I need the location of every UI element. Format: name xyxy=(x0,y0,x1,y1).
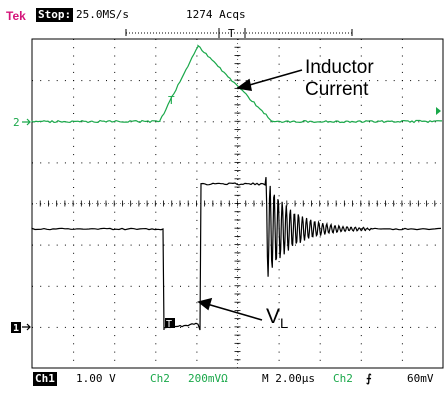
trigger-position-indicator xyxy=(126,28,352,38)
trigger-source: Ch2 xyxy=(333,372,353,386)
vl-pointer xyxy=(199,299,262,320)
ch1-trigger-point-marker: T xyxy=(166,319,172,330)
trigger-slope-icon: ⨍ xyxy=(366,372,372,386)
ch1-ground-marker: 1 xyxy=(13,323,19,334)
ch2-ground-marker: 2 xyxy=(13,116,20,129)
trigger-level: 60mV xyxy=(407,372,434,386)
inductor-current-label: Inductor Current xyxy=(305,57,374,101)
ch1-tag: Ch1 xyxy=(33,372,57,386)
vl-label: VL xyxy=(266,305,288,331)
channel-settings-bar: Ch1 1.00 V Ch2 200mVΩ M 2.00µs Ch2 ⨍ 60m… xyxy=(0,372,448,394)
trigger-position-t: T xyxy=(228,27,235,40)
ch1-scale: 1.00 V xyxy=(76,372,116,386)
ch2-trigger-point-marker: T xyxy=(168,94,175,107)
vl-label-main: V xyxy=(266,305,280,328)
inductor-current-line2: Current xyxy=(305,79,374,101)
ch2-ground-arrow-icon xyxy=(22,119,30,125)
ch2-tag: Ch2 xyxy=(150,372,170,386)
inductor-current-pointer xyxy=(238,70,302,90)
trigger-level-arrow-icon xyxy=(436,107,441,115)
ch1-ground-arrow-icon xyxy=(22,324,30,330)
timebase: M 2.00µs xyxy=(262,372,315,386)
inductor-current-line1: Inductor xyxy=(305,57,374,79)
ch1-waveform xyxy=(32,177,441,330)
ch2-scale: 200mVΩ xyxy=(188,372,228,386)
vl-label-subscript: L xyxy=(280,315,288,331)
ch2-waveform xyxy=(32,46,442,123)
